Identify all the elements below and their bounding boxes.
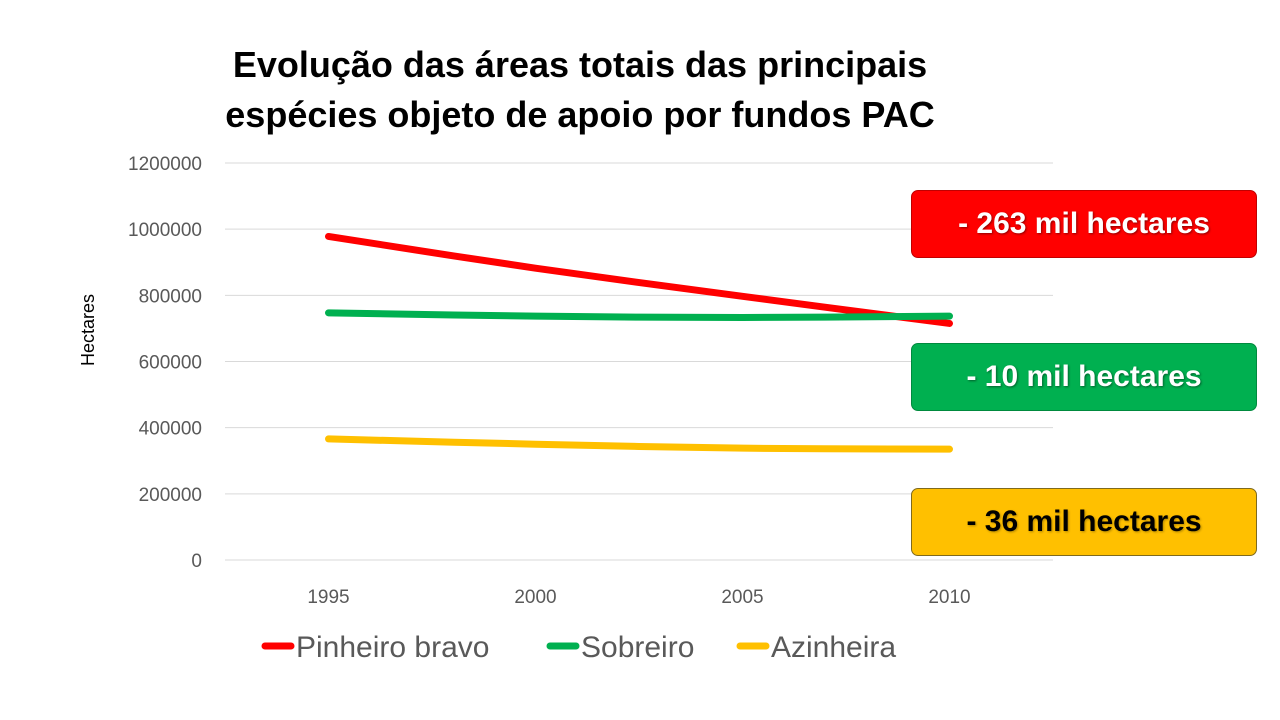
- y-tick-label: 200000: [139, 485, 202, 506]
- callout-azinheira: - 36 mil hectares: [911, 488, 1257, 556]
- y-tick-labels: 0 200000 400000 600000 800000 1000000 1200000: [128, 154, 202, 572]
- y-tick-label: 0: [191, 551, 202, 572]
- chart-title: Evolução das áreas totais das principais…: [180, 40, 980, 140]
- series-line-azinheira: [325, 435, 953, 453]
- legend: Pinheiro bravo Sobreiro Azinheira: [261, 631, 896, 664]
- legend-label-azinheira: Azinheira: [771, 631, 896, 664]
- y-tick-label: 400000: [139, 419, 202, 440]
- y-axis-label: Hectares: [78, 294, 98, 366]
- y-tick-label: 1000000: [128, 220, 202, 241]
- series-lines: [325, 232, 953, 453]
- y-tick-label: 600000: [139, 353, 202, 374]
- callout-pinheiro-bravo: - 263 mil hectares: [911, 190, 1257, 258]
- chart-title-line-1: Evolução das áreas totais das principais: [232, 44, 928, 85]
- x-tick-label: 2005: [721, 587, 763, 608]
- series-line-sobreiro: [325, 309, 953, 321]
- legend-label-sobreiro: Sobreiro: [581, 631, 694, 664]
- y-tick-label: 800000: [139, 286, 202, 307]
- y-tick-label: 1200000: [128, 154, 202, 175]
- callout-sobreiro: - 10 mil hectares: [911, 343, 1257, 411]
- x-tick-label: 2010: [928, 587, 970, 608]
- chart-title-line-2: espécies objeto de apoio por fundos PAC: [225, 94, 935, 135]
- legend-label-pinheiro-bravo: Pinheiro bravo: [296, 631, 489, 664]
- series-line-pinheiro-bravo: [325, 232, 953, 327]
- x-tick-labels: 1995 2000 2005 2010: [307, 587, 970, 608]
- x-tick-label: 1995: [307, 587, 349, 608]
- x-tick-label: 2000: [514, 587, 556, 608]
